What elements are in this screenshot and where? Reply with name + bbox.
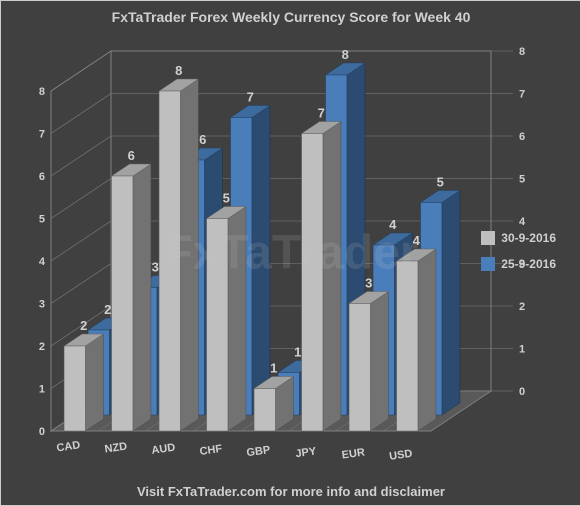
svg-text:4: 4 [39, 256, 46, 268]
svg-text:6: 6 [39, 171, 45, 183]
svg-text:1: 1 [519, 344, 525, 356]
legend-item: 25-9-2016 [481, 257, 556, 271]
svg-text:EUR: EUR [341, 446, 366, 461]
svg-text:7: 7 [318, 106, 325, 121]
svg-text:4: 4 [519, 216, 526, 228]
svg-text:5: 5 [39, 214, 45, 226]
svg-text:7: 7 [519, 89, 525, 101]
svg-text:2: 2 [80, 318, 87, 333]
legend-item: 30-9-2016 [481, 231, 556, 245]
svg-text:1: 1 [39, 384, 45, 396]
svg-text:8: 8 [175, 63, 182, 78]
legend-swatch [481, 231, 495, 245]
svg-text:6: 6 [199, 132, 206, 147]
chart-container: FxTaTrader Forex Weekly Currency Score f… [0, 0, 580, 506]
svg-text:GBP: GBP [246, 444, 271, 459]
svg-text:7: 7 [247, 90, 254, 105]
svg-text:3: 3 [152, 260, 159, 275]
svg-text:8: 8 [342, 47, 349, 62]
svg-text:4: 4 [413, 233, 421, 248]
svg-text:1: 1 [294, 345, 301, 360]
svg-text:5: 5 [437, 175, 444, 190]
svg-text:5: 5 [519, 174, 525, 186]
svg-text:3: 3 [39, 299, 45, 311]
svg-text:6: 6 [519, 131, 525, 143]
svg-text:2: 2 [104, 302, 111, 317]
svg-text:7: 7 [39, 129, 45, 141]
svg-text:4: 4 [389, 217, 397, 232]
svg-text:JPY: JPY [295, 445, 318, 460]
chart-title: FxTaTrader Forex Weekly Currency Score f… [1, 9, 580, 25]
svg-text:1: 1 [270, 361, 277, 376]
svg-text:8: 8 [39, 86, 45, 98]
svg-text:0: 0 [39, 426, 45, 438]
legend-label: 30-9-2016 [501, 231, 556, 245]
svg-text:0: 0 [519, 386, 525, 398]
svg-text:2: 2 [39, 341, 45, 353]
svg-text:AUD: AUD [151, 442, 176, 457]
legend-label: 25-9-2016 [501, 257, 556, 271]
svg-text:6: 6 [128, 148, 135, 163]
svg-text:NZD: NZD [104, 441, 128, 456]
chart-area: FxTaTrader 00112233445566778822366875118… [11, 31, 571, 475]
svg-text:CAD: CAD [56, 439, 81, 454]
legend: 30-9-2016 25-9-2016 [481, 231, 556, 283]
svg-text:5: 5 [223, 191, 230, 206]
chart-footer: Visit FxTaTrader.com for more info and d… [1, 484, 580, 499]
svg-text:CHF: CHF [199, 443, 223, 458]
legend-swatch [481, 257, 495, 271]
svg-text:2: 2 [519, 301, 525, 313]
svg-text:3: 3 [365, 276, 372, 291]
svg-text:8: 8 [519, 46, 525, 58]
svg-text:USD: USD [389, 448, 414, 463]
